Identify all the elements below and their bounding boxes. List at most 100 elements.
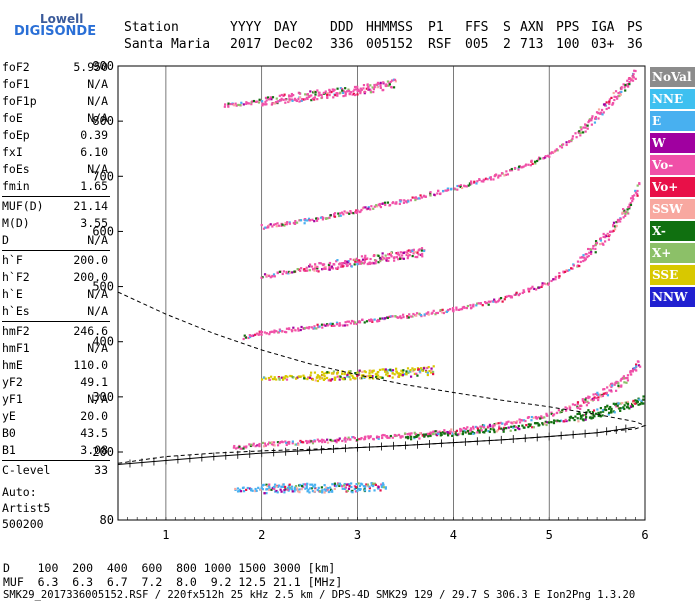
- data-point: [278, 441, 281, 445]
- data-point: [385, 83, 388, 86]
- data-point: [262, 483, 265, 486]
- data-point: [624, 89, 627, 92]
- data-point: [584, 253, 587, 256]
- data-point: [363, 489, 367, 492]
- data-point: [282, 376, 285, 379]
- param-value: 43.5: [80, 426, 108, 440]
- data-point: [375, 259, 378, 262]
- data-point: [410, 432, 413, 435]
- x-tick-label: 5: [546, 528, 553, 542]
- data-point: [317, 326, 320, 329]
- data-point: [337, 214, 341, 218]
- data-point: [517, 167, 520, 170]
- data-point: [393, 78, 397, 81]
- data-point: [471, 425, 475, 428]
- data-point: [481, 424, 485, 427]
- param-key: foE: [2, 111, 23, 125]
- data-point: [406, 252, 410, 255]
- data-point: [285, 441, 288, 444]
- data-point: [356, 489, 359, 493]
- data-point: [429, 194, 432, 197]
- param-value: N/A: [87, 111, 108, 125]
- data-point: [454, 431, 457, 434]
- data-point: [372, 90, 375, 94]
- data-point: [282, 98, 285, 101]
- data-point: [293, 488, 296, 491]
- data-point: [437, 189, 440, 192]
- data-point: [417, 368, 420, 371]
- data-point: [408, 313, 411, 316]
- data-point: [262, 227, 265, 230]
- data-point: [363, 436, 366, 439]
- data-point: [619, 407, 622, 410]
- data-point: [515, 420, 519, 423]
- data-point: [359, 488, 362, 491]
- data-point: [291, 271, 294, 274]
- data-point: [371, 482, 375, 485]
- data-point: [617, 218, 620, 222]
- data-point: [640, 399, 643, 402]
- data-point: [632, 399, 635, 403]
- data-point: [415, 312, 419, 315]
- data-point: [470, 180, 473, 183]
- data-point: [466, 304, 469, 308]
- data-point: [523, 426, 526, 429]
- data-point: [283, 488, 286, 492]
- data-point: [380, 484, 383, 487]
- data-point: [544, 420, 547, 423]
- data-point: [280, 490, 283, 493]
- data-point: [358, 90, 361, 93]
- data-point: [624, 214, 627, 217]
- data-point: [378, 319, 381, 323]
- data-point: [492, 426, 495, 429]
- data-point: [321, 218, 325, 221]
- data-point: [517, 168, 520, 171]
- data-point: [432, 432, 435, 436]
- data-point: [276, 491, 279, 494]
- data-point: [366, 262, 369, 266]
- data-point: [417, 253, 420, 256]
- data-point: [456, 184, 459, 188]
- data-point: [387, 253, 390, 256]
- data-point: [264, 100, 267, 104]
- data-point: [277, 331, 280, 334]
- data-point: [579, 260, 582, 264]
- data-point: [316, 376, 319, 379]
- data-point: [536, 159, 539, 163]
- data-point: [588, 119, 591, 122]
- data-point: [453, 431, 456, 434]
- data-point: [328, 266, 331, 269]
- table-separator: [2, 460, 110, 461]
- data-point: [487, 300, 490, 303]
- data-point: [335, 321, 339, 324]
- data-point: [354, 486, 358, 489]
- data-point: [364, 258, 367, 262]
- data-point: [576, 260, 580, 263]
- data-point: [587, 395, 590, 398]
- data-point: [287, 100, 290, 104]
- param-value: N/A: [87, 341, 108, 355]
- data-point: [368, 485, 371, 488]
- data-point: [402, 313, 405, 316]
- data-point: [517, 293, 520, 297]
- data-point: [299, 328, 302, 332]
- data-point: [599, 242, 602, 246]
- data-point: [427, 435, 430, 438]
- data-point: [403, 373, 406, 376]
- data-point: [387, 369, 390, 372]
- data-point: [614, 90, 618, 93]
- data-point: [638, 182, 641, 185]
- header-label: IGA: [591, 20, 615, 35]
- data-point: [356, 261, 359, 264]
- param-key: fxI: [2, 145, 23, 159]
- data-point: [568, 405, 571, 408]
- data-point: [328, 89, 332, 92]
- data-point: [359, 87, 362, 90]
- data-point: [371, 320, 374, 323]
- data-point: [631, 405, 634, 408]
- data-point: [566, 269, 569, 272]
- data-point: [331, 490, 334, 493]
- data-point: [622, 83, 625, 86]
- data-point: [467, 184, 470, 187]
- data-point: [384, 487, 387, 490]
